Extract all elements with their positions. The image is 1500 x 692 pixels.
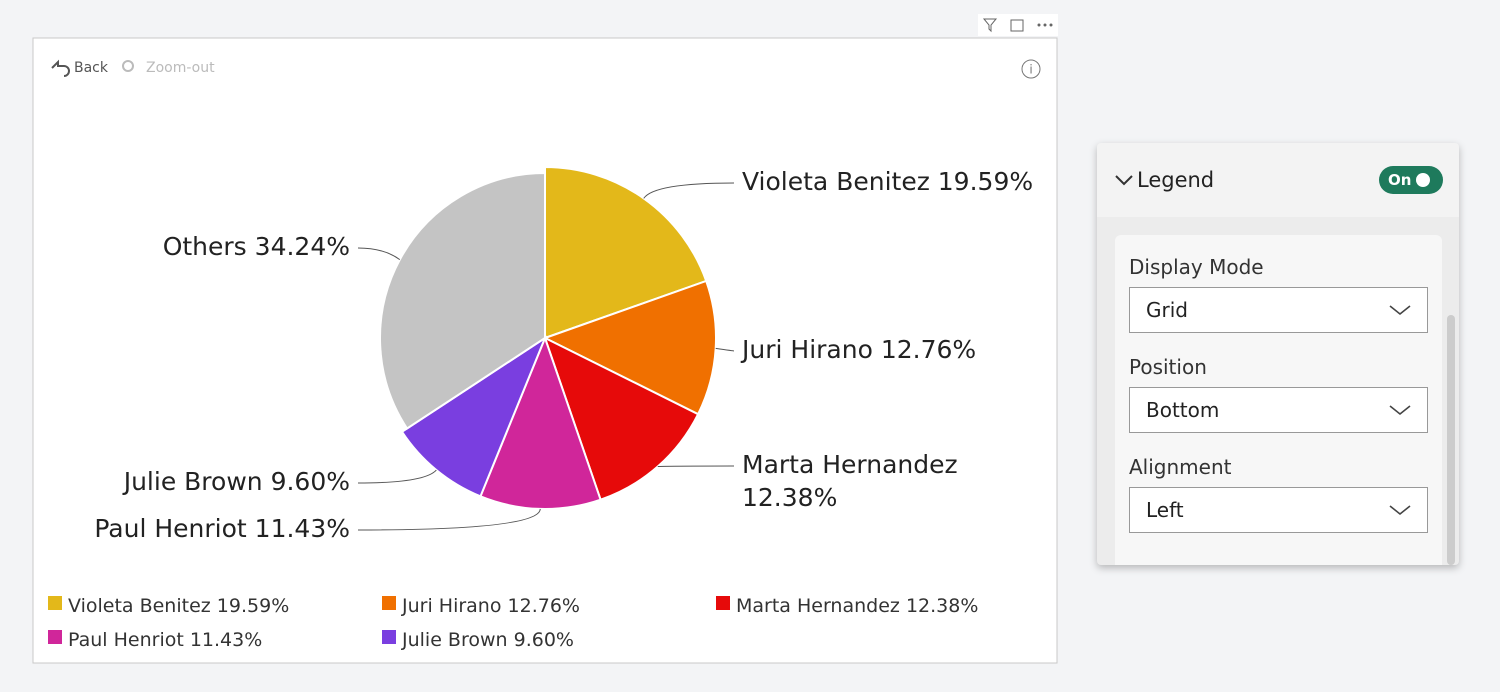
leader-line xyxy=(643,182,735,199)
data-label: Juri Hirano 12.76% xyxy=(740,335,976,364)
legend-entry: Marta Hernandez 12.38% xyxy=(736,595,978,617)
legend-title: Legend xyxy=(1137,168,1215,192)
legend-value: 12.76% xyxy=(508,595,580,617)
data-label: Paul Henriot 11.43% xyxy=(94,514,350,543)
pie-slice xyxy=(400,335,548,498)
chevron xyxy=(1115,175,1133,186)
legend-name: Juri Hirano xyxy=(401,595,501,617)
legend-swatch xyxy=(382,630,396,644)
label-value: 34.24% xyxy=(255,232,350,261)
legend-swatch xyxy=(382,596,396,610)
dropdown[interactable]: Left xyxy=(1129,487,1428,533)
label-name: Marta Hernandez xyxy=(742,450,958,479)
legend-swatch xyxy=(716,596,730,610)
legend-options: Display Mode Grid Position Bottom Alignment L… xyxy=(1115,235,1442,565)
pie-slice xyxy=(379,171,546,430)
label-value: 12.76% xyxy=(881,335,976,364)
label-name: Violeta Benitez xyxy=(742,167,930,196)
info-icon[interactable] xyxy=(1021,59,1041,79)
leader-line xyxy=(657,465,735,468)
zoom-out-button[interactable]: Zoom-out xyxy=(146,60,215,76)
legend-toggle[interactable]: On xyxy=(1379,166,1443,194)
toggle-label: On xyxy=(1388,171,1412,189)
leader-line xyxy=(357,247,401,261)
legend-name: Marta Hernandez xyxy=(736,595,900,617)
label-name: Paul Henriot xyxy=(94,514,247,543)
legend-value: 19.59% xyxy=(217,595,289,617)
header-icons[interactable] xyxy=(978,14,1058,36)
format-panel: Legend On Display Mode Grid Position Bottom… xyxy=(1097,143,1459,565)
dropdown-value: Left xyxy=(1146,498,1184,522)
data-label: Julie Brown 9.60% xyxy=(122,467,350,496)
dropdown-chevron xyxy=(1389,505,1411,516)
legend-name: Julie Brown xyxy=(401,629,508,651)
dropdown-value: Grid xyxy=(1146,298,1188,322)
legend-value: 11.43% xyxy=(190,629,262,651)
legend-name: Paul Henriot xyxy=(68,629,184,651)
legend-entry: Paul Henriot 11.43% xyxy=(68,629,262,651)
data-label: Marta Hernandez 12.38% xyxy=(742,450,958,512)
zoom-icon xyxy=(122,60,134,72)
label-name: Julie Brown xyxy=(122,467,263,496)
pie-slice xyxy=(479,335,602,510)
field-label: Alignment xyxy=(1129,455,1232,479)
label-name: Others xyxy=(163,232,247,261)
legend-entry: Julie Brown 9.60% xyxy=(401,629,574,651)
leader-line xyxy=(357,469,437,484)
label-value: 12.38% xyxy=(742,483,837,512)
dropdown[interactable]: Bottom xyxy=(1129,387,1428,433)
scrollbar[interactable] xyxy=(1447,315,1455,565)
legend-name: Violeta Benitez xyxy=(68,595,211,617)
legend-swatch xyxy=(48,630,62,644)
pie-slice xyxy=(543,336,700,501)
leader-line xyxy=(715,347,735,352)
data-label: Violeta Benitez 19.59% xyxy=(742,167,1033,196)
legend-entry: Juri Hirano 12.76% xyxy=(401,595,580,617)
info-glyph[interactable]: i xyxy=(1029,63,1032,77)
label-name: Juri Hirano xyxy=(740,335,873,364)
chart-visual: Back Zoom-out i Violeta Benitez 19.59% Ju… xyxy=(32,14,1058,664)
legend-header[interactable]: Legend On xyxy=(1097,143,1459,217)
label-value: 19.59% xyxy=(938,167,1033,196)
label-value: 11.43% xyxy=(255,514,350,543)
pie-slice xyxy=(542,279,717,416)
dropdown[interactable]: Grid xyxy=(1129,287,1428,333)
field-label: Position xyxy=(1129,355,1207,379)
leader-line xyxy=(357,508,541,531)
back-button[interactable]: Back xyxy=(74,60,109,76)
legend-value: 9.60% xyxy=(514,629,574,651)
legend-swatch xyxy=(48,596,62,610)
data-label: Others 34.24% xyxy=(163,232,350,261)
dropdown-value: Bottom xyxy=(1146,398,1220,422)
dropdown-chevron xyxy=(1389,305,1411,316)
label-value: 9.60% xyxy=(271,467,350,496)
field-label: Display Mode xyxy=(1129,255,1264,279)
dropdown-chevron xyxy=(1389,405,1411,416)
back-icon[interactable] xyxy=(51,59,70,77)
legend-entry: Violeta Benitez 19.59% xyxy=(68,595,289,617)
legend-value: 12.38% xyxy=(906,595,978,617)
